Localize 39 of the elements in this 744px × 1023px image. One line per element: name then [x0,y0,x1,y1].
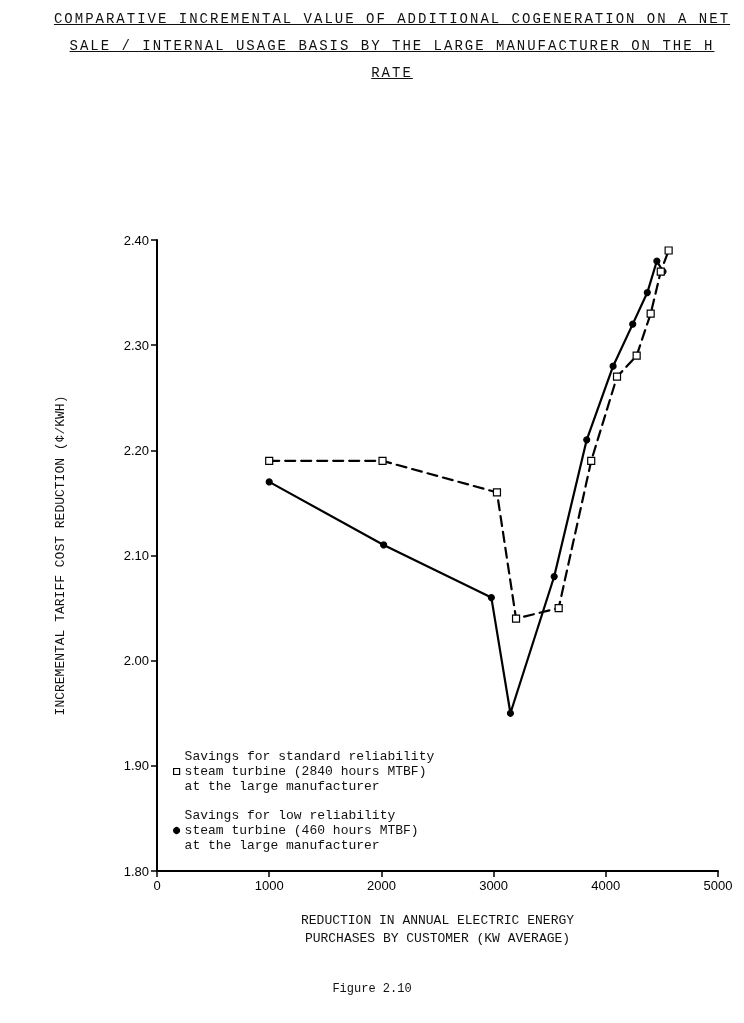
point [646,309,655,318]
point [583,436,591,444]
point [609,362,617,370]
point [550,572,558,581]
point [380,541,388,549]
legend-label: Savings for standard reliability steam turbine (2840 hours MTBF) at the large manufacturer [184,749,435,794]
y-tick-label: 2.00 [123,653,149,669]
point [612,372,622,381]
point [265,456,274,465]
x-tick-label: 5000 [703,878,733,893]
point [511,614,521,623]
point [265,478,273,486]
point [653,257,661,265]
y-axis-title: INCREMENTAL TARIFF COST REDUCTION (¢/KWH) [53,395,68,716]
point [632,351,641,360]
caption: Figure 2.10 [331,982,413,996]
point [492,488,502,497]
x-tick-label: 1000 [254,878,284,893]
chart-title: COMPARATIVE INCREMENTAL VALUE OF ADDITIONAL COGENERATION ON A NET SALE / INTERNAL USAGE BASIS BY THE LARGE MANUFACTURER ON THE H RATE [52,10,732,83]
x-tick-label: 2000 [366,878,396,893]
x-tick-label: 4000 [591,878,621,893]
legend-label: Savings for low reliability steam turbine (460 hours MTBF) at the large manufacturer [184,808,419,853]
y-tick-label: 2.30 [123,337,149,353]
y-tick-label: 2.20 [123,442,149,458]
point [487,593,495,602]
y-tick-label: 2.10 [123,548,149,563]
x-tick-label: 0 [153,878,161,893]
point [378,456,387,465]
x-axis-title: REDUCTION IN ANNUAL ELECTRIC ENERGY PURCHASES BY CUSTOMER (KW AVERAGE) [300,912,575,946]
point [664,246,673,255]
y-tick-label: 1.80 [123,863,149,879]
point [643,288,651,297]
y-tick-label: 2.40 [123,232,149,248]
point [587,456,596,465]
point [629,320,637,328]
y-tick-label: 1.90 [123,758,149,774]
point [554,603,563,613]
point [506,709,515,717]
x-tick-label: 3000 [479,878,509,893]
